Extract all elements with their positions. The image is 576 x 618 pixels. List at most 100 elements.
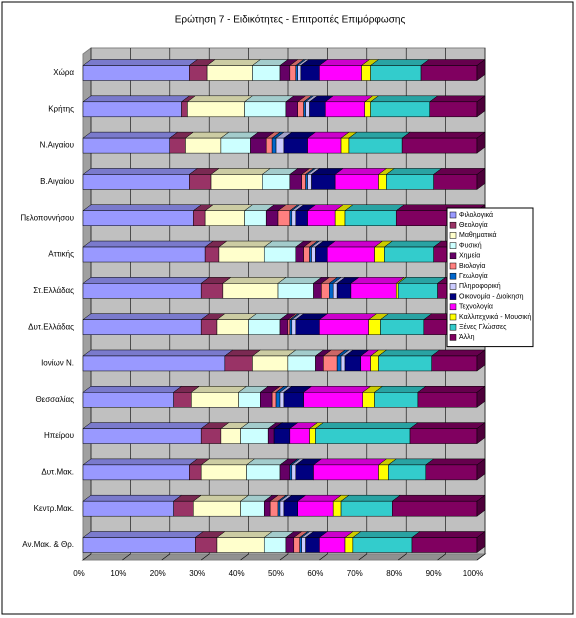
bar-segment: [326, 240, 384, 263]
bar: [82, 246, 206, 263]
legend-label: Θεολογία: [459, 221, 488, 229]
bar: [295, 246, 304, 263]
bar-top: [411, 531, 486, 538]
bar: [370, 101, 430, 118]
bar: [193, 500, 241, 517]
bar-segment: [82, 277, 210, 299]
bar-segment: [239, 494, 273, 517]
y-tick-label: Αν.Μακ. & Θρ.: [22, 540, 74, 549]
bar: [279, 319, 289, 335]
bar: [222, 283, 279, 299]
bar: [287, 319, 291, 335]
legend-box: [446, 207, 534, 348]
legend-label: Φυσική: [459, 242, 482, 249]
bar-segment: [172, 494, 203, 517]
legend-label: Φιλολογικά: [459, 211, 493, 219]
bar: [279, 464, 291, 481]
bar: [315, 355, 324, 372]
bar-top: [82, 422, 210, 429]
bar-segment: [432, 167, 486, 190]
bar: [287, 355, 316, 372]
bar-side: [476, 349, 486, 372]
bar: [340, 500, 393, 517]
bar: [295, 319, 320, 335]
bar-top: [430, 349, 486, 357]
bar: [262, 174, 291, 190]
bar: [395, 283, 399, 299]
bar-top: [369, 95, 439, 103]
bar: [283, 137, 308, 154]
bar-segment: [324, 95, 374, 118]
legend-label: Χημεία: [459, 252, 480, 260]
bar: [82, 500, 174, 517]
bar: [303, 246, 310, 263]
bar-top: [385, 168, 443, 175]
legend-label: Άλλη: [459, 334, 475, 341]
bar-segment: [245, 458, 289, 481]
bar-segment: [224, 349, 262, 372]
bar: [283, 392, 304, 408]
bar: [301, 174, 306, 190]
bar-segment: [261, 168, 299, 190]
bar: [200, 283, 224, 299]
bar-top: [432, 168, 486, 175]
bar: [240, 500, 265, 517]
bar-segment: [216, 313, 258, 335]
bar: [275, 137, 285, 154]
bar: [291, 319, 297, 335]
bar-top: [192, 494, 250, 502]
bar: [361, 65, 371, 81]
legend-swatch: [449, 211, 457, 219]
bar-segment: [243, 204, 275, 226]
bar-segment: [417, 385, 486, 408]
y-tick-label: Χώρα: [53, 68, 74, 77]
bar: [189, 174, 212, 190]
bar-segment: [82, 240, 214, 263]
bar: [370, 65, 422, 81]
bar-top: [82, 204, 203, 211]
bar-top: [210, 168, 272, 175]
bar-segment: [295, 313, 329, 335]
bar: [374, 246, 385, 263]
bar-top: [428, 95, 486, 103]
bar: [82, 65, 190, 81]
bar-segment: [172, 386, 201, 408]
bar-top: [302, 386, 372, 393]
bar-top: [377, 349, 441, 357]
bar: [313, 464, 379, 481]
bar-segment: [190, 386, 248, 408]
bar: [277, 283, 314, 299]
bar-side: [476, 385, 486, 408]
bar-top: [409, 422, 486, 429]
bar: [409, 428, 478, 444]
legend-label: Γεωλογία: [459, 272, 488, 280]
bar-side: [476, 458, 486, 481]
bar-segment: [82, 458, 199, 481]
bar-top: [216, 531, 273, 538]
bar-segment: [401, 131, 486, 154]
bar: [191, 392, 239, 408]
bar: [392, 500, 478, 517]
bar-segment: [82, 349, 234, 372]
bar-segment: [352, 531, 421, 553]
legend-swatch: [449, 323, 457, 331]
bar: [315, 428, 411, 444]
bar: [315, 246, 328, 263]
bar: [82, 464, 190, 481]
bar: [216, 537, 265, 553]
bar-top: [425, 458, 486, 466]
bar-top: [373, 386, 427, 393]
bar: [244, 210, 267, 226]
legend-label: Μαθηματικά: [459, 231, 497, 239]
bar-top: [218, 240, 273, 248]
bar: [267, 428, 275, 444]
bar: [279, 392, 285, 408]
bar-top: [314, 422, 419, 429]
legend-swatch: [449, 334, 457, 341]
y-tick-label: Ιονίων Ν.: [41, 359, 74, 368]
bar-top: [200, 458, 256, 466]
legend-label: Βιολογία: [459, 262, 485, 270]
bar-top: [369, 59, 430, 66]
legend-label: Πληροφορική: [459, 283, 501, 290]
bar: [307, 210, 336, 226]
